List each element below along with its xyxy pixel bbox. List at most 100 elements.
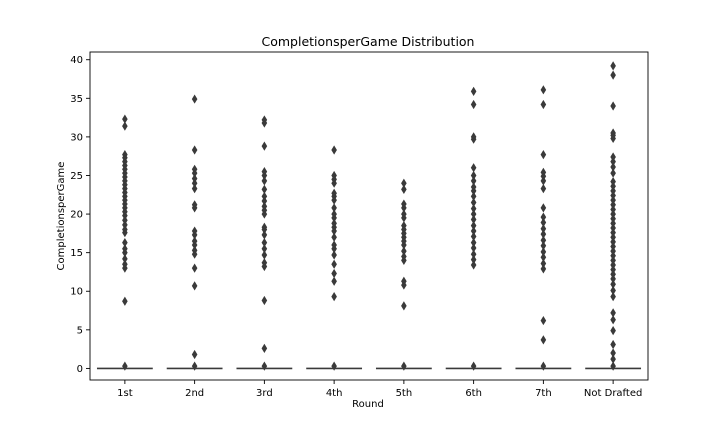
outlier-point bbox=[401, 184, 407, 194]
y-tick-label: 30 bbox=[70, 132, 83, 143]
outlier-point bbox=[610, 232, 616, 242]
outlier-point bbox=[470, 191, 477, 201]
outlier-point bbox=[610, 279, 616, 289]
x-tick-label: Not Drafted bbox=[584, 388, 642, 399]
x-tick-label: 4th bbox=[326, 388, 343, 399]
outlier-point bbox=[191, 178, 198, 188]
outlier-point bbox=[470, 214, 477, 225]
outlier-point bbox=[470, 361, 477, 371]
outlier-point bbox=[540, 217, 547, 228]
outlier-point bbox=[470, 249, 477, 259]
outlier-point bbox=[610, 326, 616, 336]
outlier-point bbox=[610, 246, 616, 256]
outlier-point bbox=[610, 237, 616, 247]
outlier-point bbox=[610, 354, 616, 364]
y-tick-label: 40 bbox=[70, 55, 83, 66]
outlier-point bbox=[610, 214, 616, 224]
outlier-point bbox=[470, 221, 477, 231]
outlier-point bbox=[122, 114, 128, 124]
outlier-point bbox=[191, 94, 198, 104]
outlier-point bbox=[122, 259, 128, 269]
outlier-point bbox=[470, 86, 477, 96]
x-tick-label: 1st bbox=[117, 388, 133, 399]
outlier-point bbox=[470, 176, 477, 186]
outlier-point bbox=[122, 361, 128, 371]
outlier-point bbox=[470, 231, 477, 242]
outlier-point bbox=[261, 238, 268, 248]
outlier-point bbox=[540, 176, 547, 186]
outlier-point bbox=[540, 241, 547, 251]
outlier-point bbox=[470, 99, 477, 110]
outlier-point bbox=[401, 361, 407, 371]
outlier-point bbox=[610, 274, 616, 284]
y-tick-label: 25 bbox=[70, 171, 83, 182]
outlier-point bbox=[331, 259, 337, 269]
outlier-point bbox=[610, 70, 616, 80]
outlier-point bbox=[261, 191, 268, 201]
outlier-point bbox=[610, 204, 616, 215]
outlier-point bbox=[191, 226, 198, 236]
outlier-point bbox=[610, 292, 616, 302]
outlier-point bbox=[122, 254, 128, 264]
x-tick-label: 2nd bbox=[185, 388, 204, 399]
outlier-point bbox=[540, 235, 547, 245]
outlier-point bbox=[191, 164, 198, 174]
outlier-point bbox=[610, 255, 616, 265]
outlier-point bbox=[610, 181, 616, 191]
outlier-point bbox=[610, 152, 616, 162]
outlier-point bbox=[610, 285, 616, 296]
outlier-point bbox=[610, 218, 616, 228]
outlier-point bbox=[261, 244, 268, 254]
x-tick-label: 6th bbox=[465, 388, 482, 399]
outlier-point bbox=[191, 173, 198, 184]
outlier-point bbox=[610, 269, 616, 279]
outlier-point bbox=[191, 184, 198, 194]
outlier-point bbox=[331, 250, 337, 260]
outlier-point bbox=[540, 335, 547, 345]
outlier-point bbox=[540, 361, 547, 371]
outlier-point bbox=[540, 258, 547, 269]
outlier-point bbox=[191, 200, 198, 210]
chart-title: CompletionsperGame Distribution bbox=[262, 34, 475, 49]
outlier-point bbox=[610, 308, 616, 318]
outlier-point bbox=[191, 245, 198, 255]
outlier-point bbox=[470, 197, 477, 208]
outlier-point bbox=[540, 150, 547, 160]
outlier-point bbox=[610, 195, 616, 205]
y-tick-label: 35 bbox=[70, 94, 83, 105]
outlier-point bbox=[540, 315, 547, 326]
outlier-point bbox=[610, 251, 616, 261]
outlier-point bbox=[610, 223, 616, 233]
outlier-point bbox=[540, 224, 547, 234]
outlier-point bbox=[470, 170, 477, 181]
outlier-point bbox=[331, 240, 337, 250]
outlier-point bbox=[261, 201, 268, 211]
outlier-point bbox=[610, 241, 616, 252]
outlier-point bbox=[122, 224, 128, 235]
outlier-point bbox=[261, 167, 268, 177]
outlier-point bbox=[122, 150, 128, 160]
outlier-point bbox=[470, 226, 477, 236]
outlier-point bbox=[331, 232, 337, 242]
outlier-point bbox=[540, 264, 547, 274]
outlier-point bbox=[401, 276, 407, 286]
outlier-point bbox=[540, 252, 547, 262]
outlier-point bbox=[470, 260, 477, 270]
outlier-point bbox=[191, 349, 198, 360]
plot-frame bbox=[89, 51, 649, 381]
outlier-point bbox=[401, 221, 407, 231]
outlier-point bbox=[261, 184, 268, 194]
outlier-point bbox=[610, 101, 616, 111]
y-axis-label: CompletionsperGame bbox=[56, 162, 67, 271]
outlier-point bbox=[331, 276, 337, 286]
outlier-point bbox=[610, 168, 616, 178]
outlier-point bbox=[401, 199, 407, 209]
outlier-point bbox=[191, 361, 198, 371]
outlier-point bbox=[610, 61, 616, 71]
outlier-point bbox=[261, 115, 268, 125]
outlier-point bbox=[610, 315, 616, 325]
outlier-point bbox=[261, 176, 268, 186]
outlier-point bbox=[470, 163, 477, 173]
